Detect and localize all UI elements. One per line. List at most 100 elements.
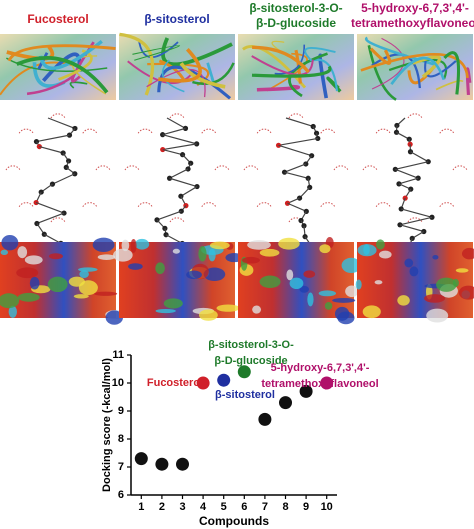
- bond: [284, 171, 309, 179]
- surface-patch: [1, 235, 19, 251]
- bond: [169, 168, 189, 179]
- surface-patch: [134, 238, 150, 250]
- atom: [178, 193, 184, 199]
- bond: [52, 173, 76, 185]
- ribbon-strand: [443, 51, 461, 95]
- annotation: Fucosterol: [147, 377, 203, 389]
- hydrophobic-arc: [50, 217, 66, 223]
- bond: [401, 208, 433, 218]
- y-tick-label: 8: [118, 433, 124, 445]
- surface-patch: [93, 291, 118, 296]
- ribbon-strand: [435, 79, 464, 91]
- surface-patch: [79, 270, 89, 278]
- ribbon-strand: [304, 46, 336, 62]
- ribbon-strand: [251, 65, 332, 78]
- bond: [47, 117, 76, 130]
- y-tick-label: 11: [112, 349, 124, 361]
- hydrophobic-arc: [18, 202, 34, 208]
- ribbon-strand: [161, 59, 185, 93]
- hydrophobic-arc: [243, 165, 259, 171]
- surface-patch: [155, 308, 176, 314]
- hydrophobic-arc: [320, 128, 336, 134]
- surface-patch: [216, 304, 240, 312]
- surface-patch: [424, 294, 446, 303]
- surface-patch: [363, 244, 370, 256]
- atom: [429, 214, 435, 220]
- bond: [399, 224, 425, 233]
- bond: [395, 161, 429, 170]
- surface-patch: [247, 240, 271, 250]
- ribbon-strand: [26, 74, 75, 96]
- surface-patch: [376, 239, 385, 250]
- ribbon-strand: [360, 53, 469, 79]
- ribbon-strand: [132, 44, 181, 61]
- hydrophobic-arc: [288, 113, 304, 119]
- atom: [160, 146, 166, 153]
- ribbon-strand: [16, 56, 109, 94]
- bond: [180, 186, 198, 197]
- surface-patch: [455, 268, 469, 273]
- point: [320, 376, 334, 390]
- hydrophobic-arc: [50, 113, 66, 119]
- surface-patch: [259, 248, 280, 257]
- bond: [156, 210, 182, 221]
- y-tick-label: 9: [118, 405, 124, 417]
- atom: [402, 195, 408, 201]
- hydrophobic-arc: [214, 165, 230, 171]
- bond: [39, 146, 64, 154]
- ribbon-strand: [369, 47, 392, 65]
- bond: [395, 168, 419, 179]
- x-tick-label: 5: [221, 501, 227, 513]
- hydrophobic-arc: [95, 165, 111, 171]
- annotation: β-D-glucoside: [214, 355, 287, 367]
- x-tick-label: 10: [321, 501, 333, 513]
- atom: [66, 132, 73, 138]
- bond: [36, 212, 65, 225]
- ribbon-strand: [41, 52, 82, 82]
- panel-title: β-D-glucoside: [256, 16, 336, 30]
- surface-patch: [426, 308, 449, 323]
- hydrophobic-arc: [18, 128, 34, 134]
- surface-patch: [121, 239, 130, 252]
- panel-title: tetramethoxyflavoneol: [351, 16, 474, 30]
- atom: [163, 232, 169, 238]
- atom: [305, 175, 311, 181]
- ribbon-strand: [242, 44, 307, 89]
- surface-patch: [209, 241, 230, 250]
- hydrophobic-arc: [256, 128, 272, 134]
- ribbon-strand: [424, 60, 457, 78]
- hydrophobic-arc: [137, 128, 153, 134]
- atom: [396, 181, 402, 187]
- ribbon-strand: [5, 57, 108, 72]
- surface-patch: [299, 285, 310, 293]
- surface-patch: [332, 297, 356, 303]
- surface-patch: [318, 290, 337, 297]
- atom: [298, 217, 304, 224]
- atom: [296, 195, 303, 201]
- hydrophobic-arc: [169, 113, 185, 119]
- surface-patch: [128, 263, 143, 270]
- surface-patch: [259, 275, 281, 289]
- surface-patch: [397, 295, 410, 306]
- panel-title: 5-hydroxy-6,7,3',4'-: [361, 1, 469, 15]
- atom: [313, 130, 320, 136]
- atom: [407, 149, 414, 155]
- surface-patch: [198, 246, 207, 262]
- surface-patch: [155, 262, 165, 275]
- y-tick-label: 6: [118, 489, 124, 501]
- surface-patch: [105, 310, 124, 325]
- surface-patch: [379, 250, 392, 259]
- y-tick-label: 10: [112, 377, 124, 389]
- atom: [407, 141, 413, 147]
- point: [299, 384, 313, 398]
- surface-patch: [198, 309, 218, 321]
- hydrophobic-arc: [375, 128, 391, 134]
- surface-patch: [404, 258, 414, 268]
- bond: [162, 134, 197, 145]
- surface-patch: [78, 280, 98, 296]
- x-axis-label: Compounds: [199, 514, 269, 528]
- hydrophobic-arc: [137, 202, 153, 208]
- bond: [169, 177, 198, 188]
